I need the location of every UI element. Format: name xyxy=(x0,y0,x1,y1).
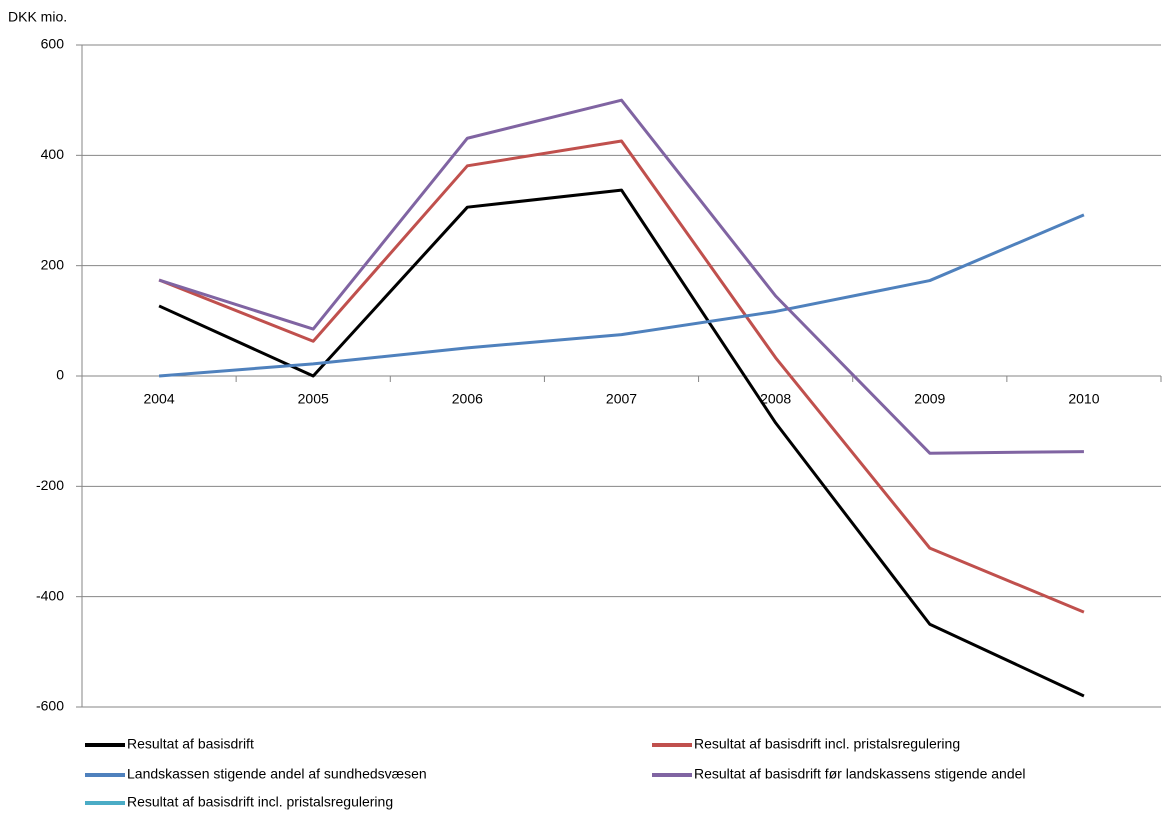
line-series xyxy=(158,188,1085,698)
x-tick-label: 2006 xyxy=(452,391,483,407)
x-tick-label: 2008 xyxy=(760,391,791,407)
y-tick-label: 200 xyxy=(41,256,65,272)
legend-label: Resultat af basisdrift incl. pristalsreg… xyxy=(694,736,960,752)
line-series xyxy=(158,139,1085,614)
x-tick-label: 2005 xyxy=(298,391,329,407)
y-tick-label: -200 xyxy=(36,477,64,493)
y-tick-label: -600 xyxy=(36,698,64,714)
line-series xyxy=(158,213,1085,378)
x-tick-label: 2007 xyxy=(606,391,637,407)
y-axis-label: DKK mio. xyxy=(8,9,67,25)
legend-label: Resultat af basisdrift før landskassens … xyxy=(694,766,1026,782)
line-series xyxy=(158,98,1084,455)
x-tick-label: 2009 xyxy=(914,391,945,407)
legend-label: Resultat af basisdrift xyxy=(127,736,254,752)
y-tick-label: -400 xyxy=(36,587,64,603)
x-tick-label: 2004 xyxy=(143,391,174,407)
y-tick-label: 400 xyxy=(41,146,65,162)
legend-label: Resultat af basisdrift incl. pristalsreg… xyxy=(127,794,393,810)
y-tick-label: 0 xyxy=(56,367,64,383)
x-tick-label: 2010 xyxy=(1068,391,1099,407)
y-tick-label: 600 xyxy=(41,36,65,52)
legend-label: Landskassen stigende andel af sundhedsvæ… xyxy=(127,766,427,782)
